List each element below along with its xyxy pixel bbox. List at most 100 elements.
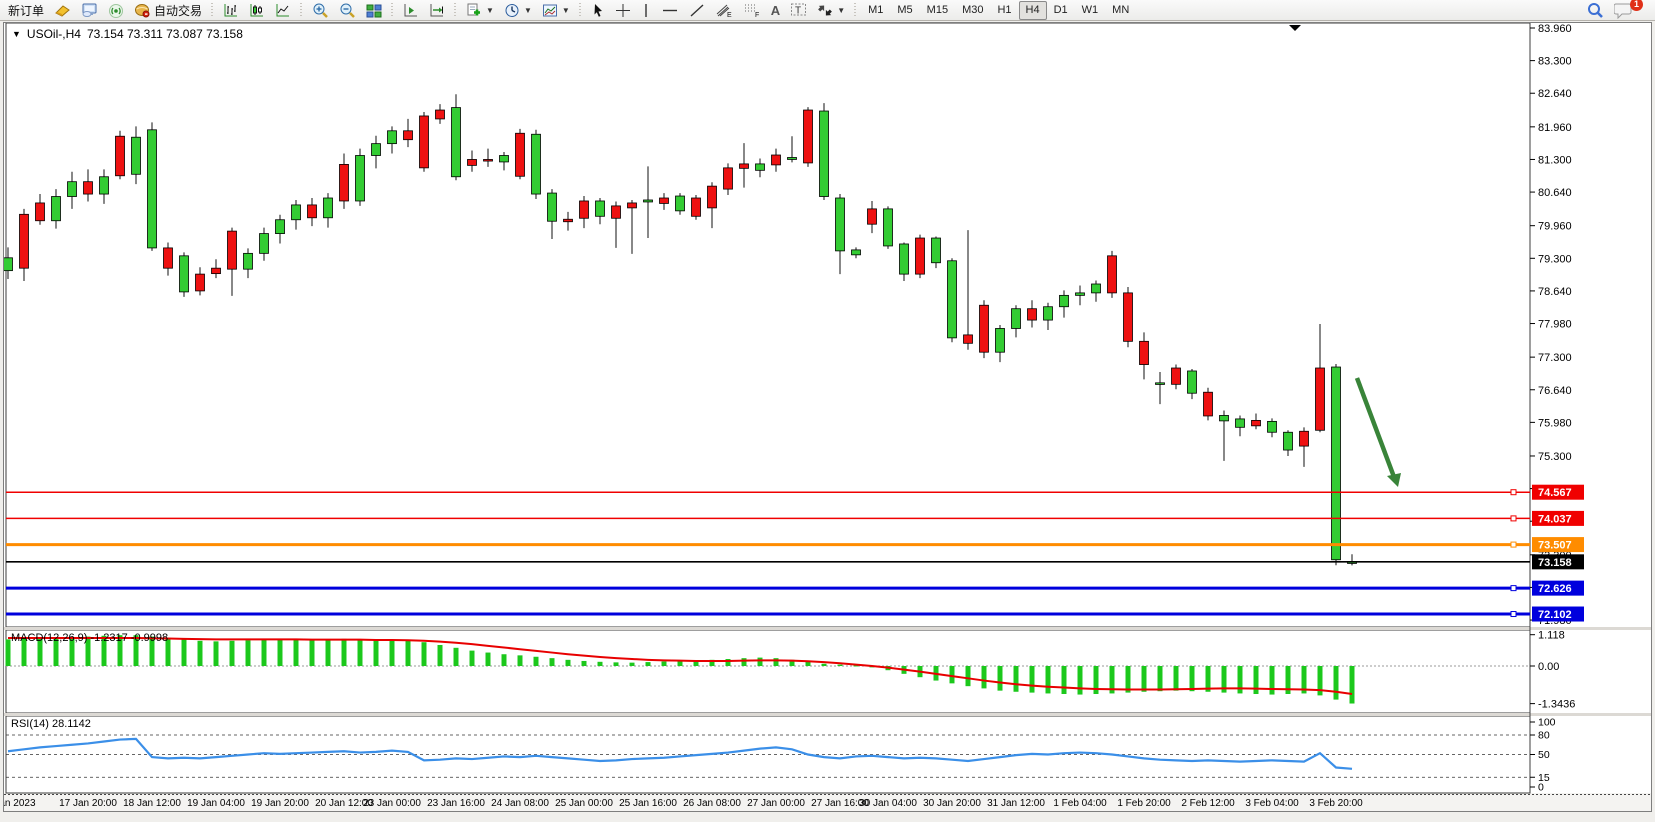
clock-icon: [504, 3, 520, 18]
svg-text:75.980: 75.980: [1538, 417, 1572, 429]
channel-button[interactable]: F: [738, 1, 766, 20]
text-icon: A: [770, 2, 781, 18]
chart-canvas[interactable]: 83.960 83.300 82.640 81.960 81.300 80.640 79.9…: [0, 22, 1651, 811]
line-chart-button[interactable]: [270, 1, 296, 20]
order-ticket-button[interactable]: [49, 1, 76, 20]
timeframe-w1-button[interactable]: W1: [1081, 4, 1099, 16]
chart-window: ▼ USOil-,H4 73.154 73.311 73.087 73.158 …: [0, 22, 1652, 812]
svg-text:73.507: 73.507: [1538, 540, 1572, 552]
vertical-line-icon: [641, 3, 651, 18]
chevron-down-icon[interactable]: ▼: [12, 29, 21, 39]
timeframe-m1-button[interactable]: M1: [868, 4, 884, 16]
horizontal-line-objects: 74.567 74.037 73.507 72.626 72.102: [6, 484, 1584, 622]
current-price-line: 73.158: [6, 554, 1584, 570]
svg-text:72.102: 72.102: [1538, 609, 1572, 621]
svg-text:-1.3436: -1.3436: [1538, 699, 1575, 711]
svg-text:80.640: 80.640: [1538, 187, 1572, 199]
chat-button[interactable]: 1: [1609, 0, 1643, 20]
crosshair-button[interactable]: [610, 1, 636, 20]
bar-chart-button[interactable]: [218, 1, 244, 20]
search-button[interactable]: [1581, 1, 1609, 20]
chart-shift-button[interactable]: [398, 1, 424, 20]
new-order-button[interactable]: 新订单: [3, 1, 49, 20]
signal-button[interactable]: [103, 1, 129, 20]
fibonacci-icon: E: [715, 2, 733, 18]
toolbar-drag-handle[interactable]: [453, 2, 459, 18]
cursor-button[interactable]: [586, 1, 610, 20]
toolbar-drag-handle[interactable]: [390, 2, 396, 18]
chart-autoscroll-button[interactable]: [424, 1, 450, 20]
svg-text:0: 0: [1538, 782, 1544, 794]
channel-icon: F: [743, 2, 761, 18]
arrow-annotation[interactable]: [1354, 377, 1401, 487]
svg-text:80: 80: [1538, 730, 1550, 742]
toolbar-drag-handle[interactable]: [577, 2, 583, 18]
svg-text:77.980: 77.980: [1538, 319, 1572, 331]
cursor-icon: [591, 3, 605, 18]
text-label-button[interactable]: T: [785, 1, 812, 20]
fibonacci-button[interactable]: E: [710, 1, 738, 20]
svg-text:15: 15: [1538, 772, 1550, 784]
text-button[interactable]: A: [766, 1, 785, 20]
horizontal-line-icon: [661, 3, 679, 18]
zoom-in-button[interactable]: [307, 1, 334, 20]
svg-text:83.960: 83.960: [1538, 23, 1572, 35]
chevron-down-icon: ▼: [561, 5, 570, 15]
chart-shift-icon: [403, 3, 419, 18]
templates-button[interactable]: ▼: [537, 1, 575, 20]
svg-text:100: 100: [1538, 717, 1556, 729]
svg-text:17 Jan 2023: 17 Jan 2023: [4, 798, 36, 809]
templates-icon: [542, 3, 558, 18]
svg-text:23 Jan 16:00: 23 Jan 16:00: [427, 798, 485, 809]
svg-text:20 Jan 12:00: 20 Jan 12:00: [315, 798, 373, 809]
toolbar-drag-handle[interactable]: [853, 2, 859, 18]
svg-text:76.640: 76.640: [1538, 385, 1572, 397]
add-indicator-icon: [466, 3, 482, 18]
shapes-arrows-icon: [817, 3, 833, 18]
bar-chart-icon: [223, 3, 239, 18]
line-chart-icon: [275, 3, 291, 18]
chart-autoscroll-icon: [429, 3, 445, 18]
tile-windows-button[interactable]: [361, 1, 387, 20]
svg-text:23 Jan 00:00: 23 Jan 00:00: [363, 798, 421, 809]
svg-text:3 Feb 04:00: 3 Feb 04:00: [1245, 798, 1299, 809]
scroll-end-marker: [1289, 25, 1301, 31]
timeframe-h1-button[interactable]: H1: [997, 4, 1012, 16]
auto-trading-label: 自动交易: [154, 3, 203, 18]
toolbar-drag-handle[interactable]: [210, 2, 216, 18]
timeframe-mn-button[interactable]: MN: [1112, 4, 1130, 16]
new-order-label: 新订单: [8, 3, 45, 18]
svg-text:17 Jan 20:00: 17 Jan 20:00: [59, 798, 117, 809]
chart-ohlc-header: ▼ USOil-,H4 73.154 73.311 73.087 73.158: [12, 27, 243, 41]
chevron-down-icon: ▼: [486, 5, 494, 15]
svg-text:77.300: 77.300: [1538, 352, 1572, 364]
terminal-button[interactable]: [76, 1, 103, 20]
horizontal-line-button[interactable]: [656, 1, 684, 20]
timeframe-m15-button[interactable]: M15: [926, 4, 949, 16]
svg-text:75.300: 75.300: [1538, 451, 1572, 463]
toolbar-drag-handle[interactable]: [299, 2, 305, 18]
chevron-down-icon: ▼: [837, 5, 846, 15]
zoom-out-button[interactable]: [334, 1, 361, 20]
rsi-indicator-label: RSI(14) 28.1142: [11, 718, 91, 730]
terminal-icon: [81, 3, 98, 18]
shapes-button[interactable]: ▼: [812, 1, 850, 20]
vertical-line-button[interactable]: [636, 1, 656, 20]
auto-trading-button[interactable]: 自动交易: [129, 1, 207, 20]
symbol-period-label: USOil-,H4: [26, 27, 81, 41]
tile-windows-icon: [366, 3, 382, 18]
add-indicator-button[interactable]: ▼: [461, 1, 499, 20]
timeframe-h4-button[interactable]: H4: [1018, 0, 1047, 20]
svg-text:1.118: 1.118: [1538, 630, 1565, 642]
timeframe-m5-button[interactable]: M5: [897, 4, 913, 16]
svg-text:74.037: 74.037: [1538, 513, 1572, 525]
timeframe-m30-button[interactable]: M30: [962, 4, 984, 16]
timeframe-d1-button[interactable]: D1: [1053, 4, 1068, 16]
trendline-button[interactable]: [684, 1, 710, 20]
svg-text:79.300: 79.300: [1538, 253, 1572, 265]
candlestick-chart-button[interactable]: [244, 1, 270, 20]
svg-text:82.640: 82.640: [1538, 88, 1572, 100]
periods-button[interactable]: ▼: [499, 1, 537, 20]
svg-text:31 Jan 12:00: 31 Jan 12:00: [987, 798, 1045, 809]
